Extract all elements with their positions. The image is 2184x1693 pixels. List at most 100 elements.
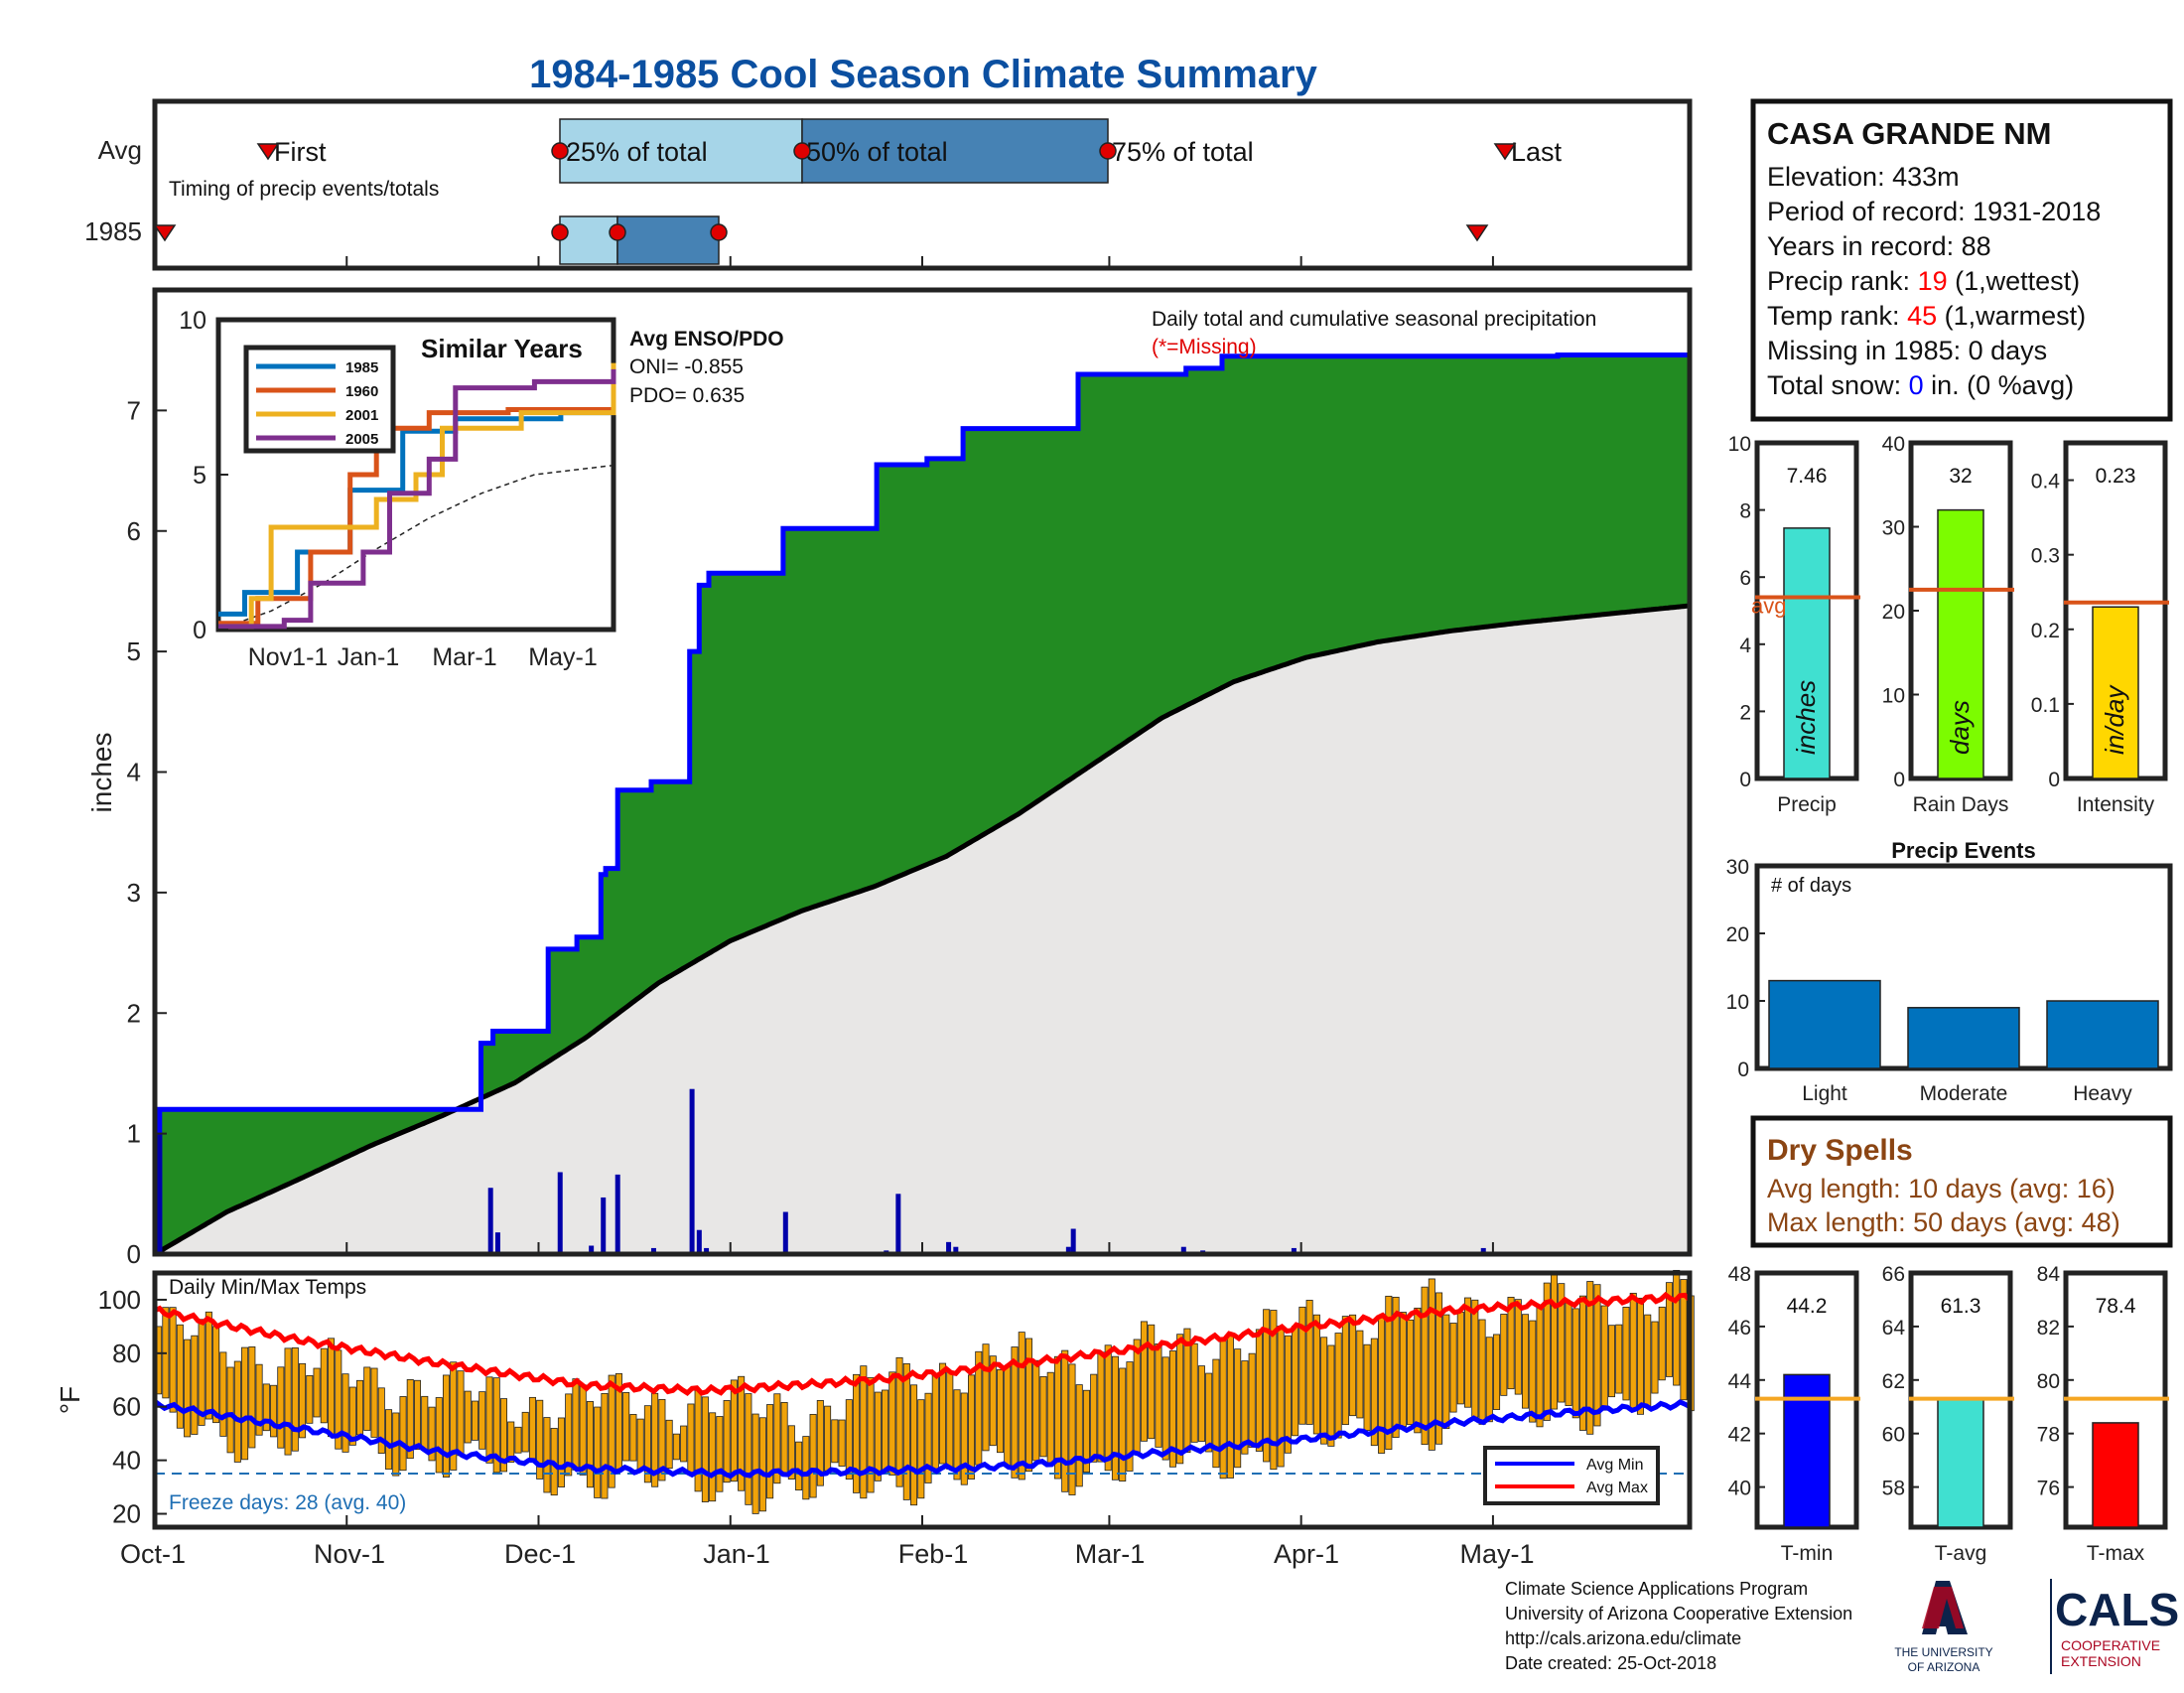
stat-ytick-label: 0.1 (2031, 694, 2060, 717)
temp-stat-t-max: 76 78 80 82 84 78.4 T-max (2037, 1263, 2169, 1565)
cals-logo-text: CALS (2055, 1584, 2179, 1635)
snow-value: 0 (1909, 370, 1924, 400)
daily-precip-bar (895, 1194, 901, 1254)
daily-temp-bar (738, 1375, 746, 1491)
temp-legend: Avg Min Avg Max (1483, 1446, 1660, 1505)
daily-temp-bar (622, 1391, 630, 1462)
daily-temp-bar (485, 1376, 493, 1464)
daily-temp-bar (1464, 1297, 1472, 1408)
event-bar (1907, 1007, 2020, 1069)
precip-rank: Precip rank: 19 (1,wettest) (1767, 266, 2080, 296)
station-period: Period of record: 1931-2018 (1767, 197, 2101, 226)
daily-temp-bar (1255, 1329, 1263, 1452)
daily-temp-bar (169, 1307, 177, 1413)
precip-note: Daily total and cumulative seasonal prec… (1152, 308, 1596, 331)
daily-temp-bar (1636, 1297, 1645, 1415)
daily-temp-bar (1061, 1349, 1069, 1492)
daily-temp-bar (730, 1379, 738, 1482)
daily-temp-bar (1263, 1309, 1271, 1463)
first-marker-avg (256, 143, 280, 161)
precip-ytick-label: 4 (127, 758, 141, 787)
event-bar (1768, 979, 1881, 1069)
daily-temp-bar (1234, 1348, 1242, 1469)
stat-bar (1937, 508, 1984, 779)
daily-temp-bar (1176, 1334, 1184, 1465)
daily-temp-bar (824, 1405, 832, 1472)
daily-temp-bar (1226, 1335, 1234, 1479)
inset-ytick-label: 5 (193, 462, 206, 490)
q25-dot-avg (551, 142, 569, 160)
daily-temp-bar (1148, 1324, 1156, 1440)
daily-precip-bar (689, 1088, 695, 1254)
daily-precip-bar (696, 1229, 702, 1254)
daily-temp-bar (816, 1400, 824, 1486)
daily-temp-bar (917, 1399, 925, 1499)
event-bar (2046, 1000, 2159, 1069)
daily-temp-bar (1392, 1296, 1400, 1438)
stat-ytick-label: 10 (1882, 685, 1905, 708)
inset-legend-label: 1985 (345, 359, 378, 376)
daily-temp-bar (1407, 1319, 1415, 1426)
daily-temp-bar (1593, 1284, 1601, 1427)
page-title: 1984-1985 Cool Season Climate Summary (529, 53, 1317, 96)
daily-temp-bar (939, 1362, 947, 1465)
footer-line-4: Date created: 25-Oct-2018 (1505, 1653, 1716, 1673)
daily-temp-bar (1370, 1338, 1378, 1447)
timing-panel: Avg 1985 Timing of precip events/totals … (84, 98, 1693, 271)
temp-rank-value: 45 (1907, 301, 1937, 331)
timing-row-label-year: 1985 (84, 216, 142, 246)
precip-stats-panels: 0 2 4 6 8 10 7.46 Precip inches avg 0 10 20 30 40 32 Rai… (1728, 433, 2169, 816)
month-label: Oct-1 (120, 1539, 186, 1569)
daily-temp-bar (982, 1343, 990, 1452)
daily-temp-bar (874, 1391, 882, 1481)
daily-temp-bar (384, 1409, 393, 1470)
precip-ytick-label: 1 (127, 1119, 141, 1149)
stat-ytick-label: 6 (1739, 567, 1751, 590)
q25-label: 25% of total (566, 137, 708, 167)
events-ytick-label: 20 (1726, 923, 1749, 946)
freeze-days: Freeze days: 28 (avg. 40) (169, 1491, 406, 1514)
station-years: Years in record: 88 (1767, 231, 1991, 261)
daily-temp-bar (233, 1360, 241, 1463)
daily-temp-bar (1529, 1320, 1537, 1423)
stat-ytick-label: 4 (1739, 635, 1751, 657)
daily-temp-bar (716, 1416, 724, 1492)
stat-unit-label: in/day (2100, 684, 2129, 755)
station-info-box: CASA GRANDE NM Elevation: 433m Period of… (1750, 98, 2173, 422)
stat-ytick-label: 58 (1882, 1478, 1905, 1500)
daily-temp-bar (1011, 1346, 1019, 1479)
stat-ytick-label: 84 (2037, 1263, 2061, 1286)
daily-temp-bar (888, 1371, 896, 1476)
daily-temp-bar (1111, 1355, 1119, 1481)
station-elevation: Elevation: 433m (1767, 162, 1960, 192)
daily-temp-bar (953, 1389, 961, 1481)
similar-year-line-1985 (218, 410, 614, 617)
station-missing: Missing in 1985: 0 days (1767, 336, 2047, 365)
total-snow: Total snow: 0 in. (0 %avg) (1767, 370, 2074, 400)
enso-title: Avg ENSO/PDO (629, 328, 784, 351)
pdo-value: PDO= 0.635 (629, 384, 745, 407)
precip-ytick-label: 0 (127, 1239, 141, 1269)
footer-line-3: http://cals.arizona.edu/climate (1505, 1628, 1741, 1648)
daily-temp-bar (1155, 1343, 1162, 1448)
stat-ytick-label: 0.3 (2031, 545, 2060, 568)
daily-temp-bar (1363, 1343, 1371, 1432)
daily-precip-bar (1291, 1247, 1297, 1254)
daily-temp-bar (277, 1366, 285, 1449)
q75-dot-avg (1099, 142, 1117, 160)
daily-temp-bar (328, 1338, 336, 1438)
daily-temp-bar (1629, 1292, 1637, 1411)
precip-panel-frame (152, 287, 1693, 1257)
daily-precip-bar (487, 1188, 493, 1254)
daily-temp-bar (809, 1413, 817, 1498)
daily-temp-bar (1039, 1376, 1047, 1458)
daily-temp-bar (1334, 1333, 1342, 1439)
precip-stat-intensity: 0 0.1 0.2 0.3 0.4 0.23 Intensity in/day (2031, 440, 2169, 816)
stat-unit-label: inches (1791, 680, 1821, 755)
daily-temp-bar (1104, 1344, 1112, 1472)
temp-title: Daily Min/Max Temps (169, 1276, 366, 1299)
daily-temp-bar (924, 1392, 932, 1483)
daily-temp-bar (1032, 1359, 1040, 1462)
